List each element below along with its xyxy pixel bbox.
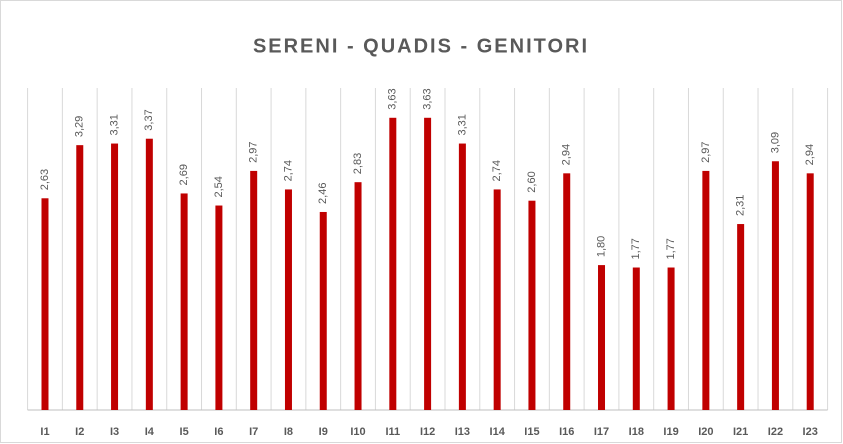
bar: [771, 161, 779, 410]
x-tick-label: I18: [629, 426, 644, 438]
bar: [493, 189, 501, 410]
bar: [319, 211, 327, 410]
bar: [667, 267, 675, 410]
x-tick-label: I15: [524, 426, 539, 438]
bar: [598, 265, 606, 410]
bar: [250, 170, 258, 410]
x-tick-label: I22: [768, 426, 783, 438]
bar: [180, 193, 188, 410]
x-tick-label: I2: [75, 426, 84, 438]
bar: [702, 170, 710, 410]
bar: [76, 145, 84, 410]
x-tick-label: I10: [350, 426, 365, 438]
value-label: 2,94: [561, 144, 573, 165]
x-tick-label: I21: [733, 426, 748, 438]
value-label: 2,31: [735, 195, 747, 216]
value-label: 2,97: [248, 141, 260, 162]
chart-title: SERENI - QUADIS - GENITORI: [253, 35, 589, 57]
value-label: 3,29: [74, 116, 86, 137]
x-tick-label: I3: [110, 426, 119, 438]
value-label: 1,77: [665, 238, 677, 259]
value-label: 2,69: [178, 164, 190, 185]
x-tick-label: I5: [180, 426, 189, 438]
value-label: 3,31: [108, 114, 120, 135]
bar: [111, 143, 119, 411]
x-tick-label: I7: [249, 426, 258, 438]
x-tick-label: I4: [145, 426, 155, 438]
value-label: 2,54: [213, 176, 225, 197]
bar: [632, 267, 640, 410]
bar: [806, 173, 814, 410]
x-tick-label: I12: [420, 426, 435, 438]
bar: [215, 205, 223, 410]
x-tick-label: I14: [490, 426, 506, 438]
bar: [424, 117, 432, 410]
x-tick-label: I9: [319, 426, 328, 438]
x-tick-label: I8: [284, 426, 293, 438]
bar: [354, 182, 362, 410]
x-tick-label: I19: [663, 426, 678, 438]
bar: [145, 138, 153, 410]
bar: [389, 117, 397, 410]
value-label: 3,63: [422, 88, 434, 109]
bar: [41, 198, 49, 410]
x-tick-label: I16: [559, 426, 574, 438]
x-tick-label: I1: [40, 426, 49, 438]
value-label: 2,74: [282, 160, 294, 181]
bar: [458, 143, 466, 411]
bar: [563, 173, 571, 410]
bar: [528, 200, 536, 410]
value-label: 2,46: [317, 183, 329, 204]
value-label: 2,83: [352, 153, 364, 174]
value-label: 2,60: [526, 171, 538, 192]
value-label: 2,74: [491, 160, 503, 181]
value-label: 2,97: [700, 141, 712, 162]
x-tick-label: I13: [455, 426, 470, 438]
value-label: 3,31: [456, 114, 468, 135]
value-label: 1,80: [595, 236, 607, 257]
value-label: 2,94: [804, 144, 816, 165]
x-tick-label: I11: [385, 426, 400, 438]
x-tick-label: I17: [594, 426, 609, 438]
value-label: 1,77: [630, 238, 642, 259]
x-tick-label: I6: [214, 426, 223, 438]
value-label: 2,63: [39, 169, 51, 190]
bar: [737, 224, 745, 410]
bar: [284, 189, 292, 410]
x-tick-label: I23: [803, 426, 818, 438]
x-tick-label: I20: [698, 426, 713, 438]
value-label: 3,09: [769, 132, 781, 153]
value-label: 3,63: [387, 88, 399, 109]
value-label: 3,37: [143, 109, 155, 130]
